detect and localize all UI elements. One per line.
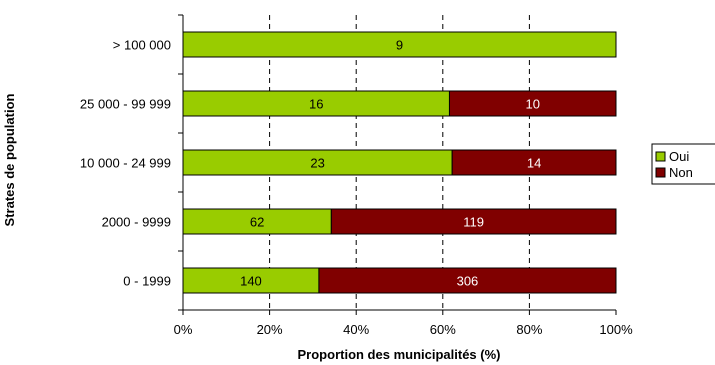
data-label: 14 xyxy=(527,156,541,171)
data-label: 16 xyxy=(309,97,323,112)
bar-non xyxy=(330,208,617,235)
legend-swatch-non xyxy=(655,167,666,178)
bar-oui xyxy=(182,31,617,58)
category-label: 10 000 - 24 999 xyxy=(80,156,171,171)
x-tick-label: 80% xyxy=(516,322,542,337)
bar-non xyxy=(451,149,617,176)
bars: 9 16 10 23 14 62 119 140 306 xyxy=(182,31,617,294)
bar-non xyxy=(448,90,617,117)
x-tick-label: 100% xyxy=(599,322,633,337)
data-label: 23 xyxy=(310,156,324,171)
category-labels: > 100 000 25 000 - 99 999 10 000 - 24 999 2… xyxy=(80,38,171,289)
legend-label: Non xyxy=(669,165,693,180)
legend-swatch-oui xyxy=(655,151,666,162)
category-label: 0 - 1999 xyxy=(123,274,171,289)
category-label: 25 000 - 99 999 xyxy=(80,97,171,112)
legend-box xyxy=(651,143,715,185)
x-tick-label: 20% xyxy=(257,322,283,337)
legend-label: Oui xyxy=(669,149,689,164)
y-axis-title: Strates de population xyxy=(2,93,17,226)
bar-non xyxy=(318,267,617,294)
data-label: 306 xyxy=(457,274,479,289)
x-tick-label: 60% xyxy=(430,322,456,337)
x-tick-label: 40% xyxy=(343,322,369,337)
data-label: 140 xyxy=(240,274,262,289)
data-label: 10 xyxy=(525,97,539,112)
category-label: 2000 - 9999 xyxy=(102,215,171,230)
x-tick-label: 0% xyxy=(174,322,193,337)
x-tick-labels: 0% 20% 40% 60% 80% 100% xyxy=(174,322,633,337)
data-label: 9 xyxy=(396,38,403,53)
bar-oui xyxy=(182,90,450,117)
category-label: > 100 000 xyxy=(113,38,171,53)
axes xyxy=(178,14,617,315)
x-axis-title: Proportion des municipalités (%) xyxy=(298,347,501,362)
data-label: 119 xyxy=(463,215,484,230)
data-label: 62 xyxy=(250,215,264,230)
